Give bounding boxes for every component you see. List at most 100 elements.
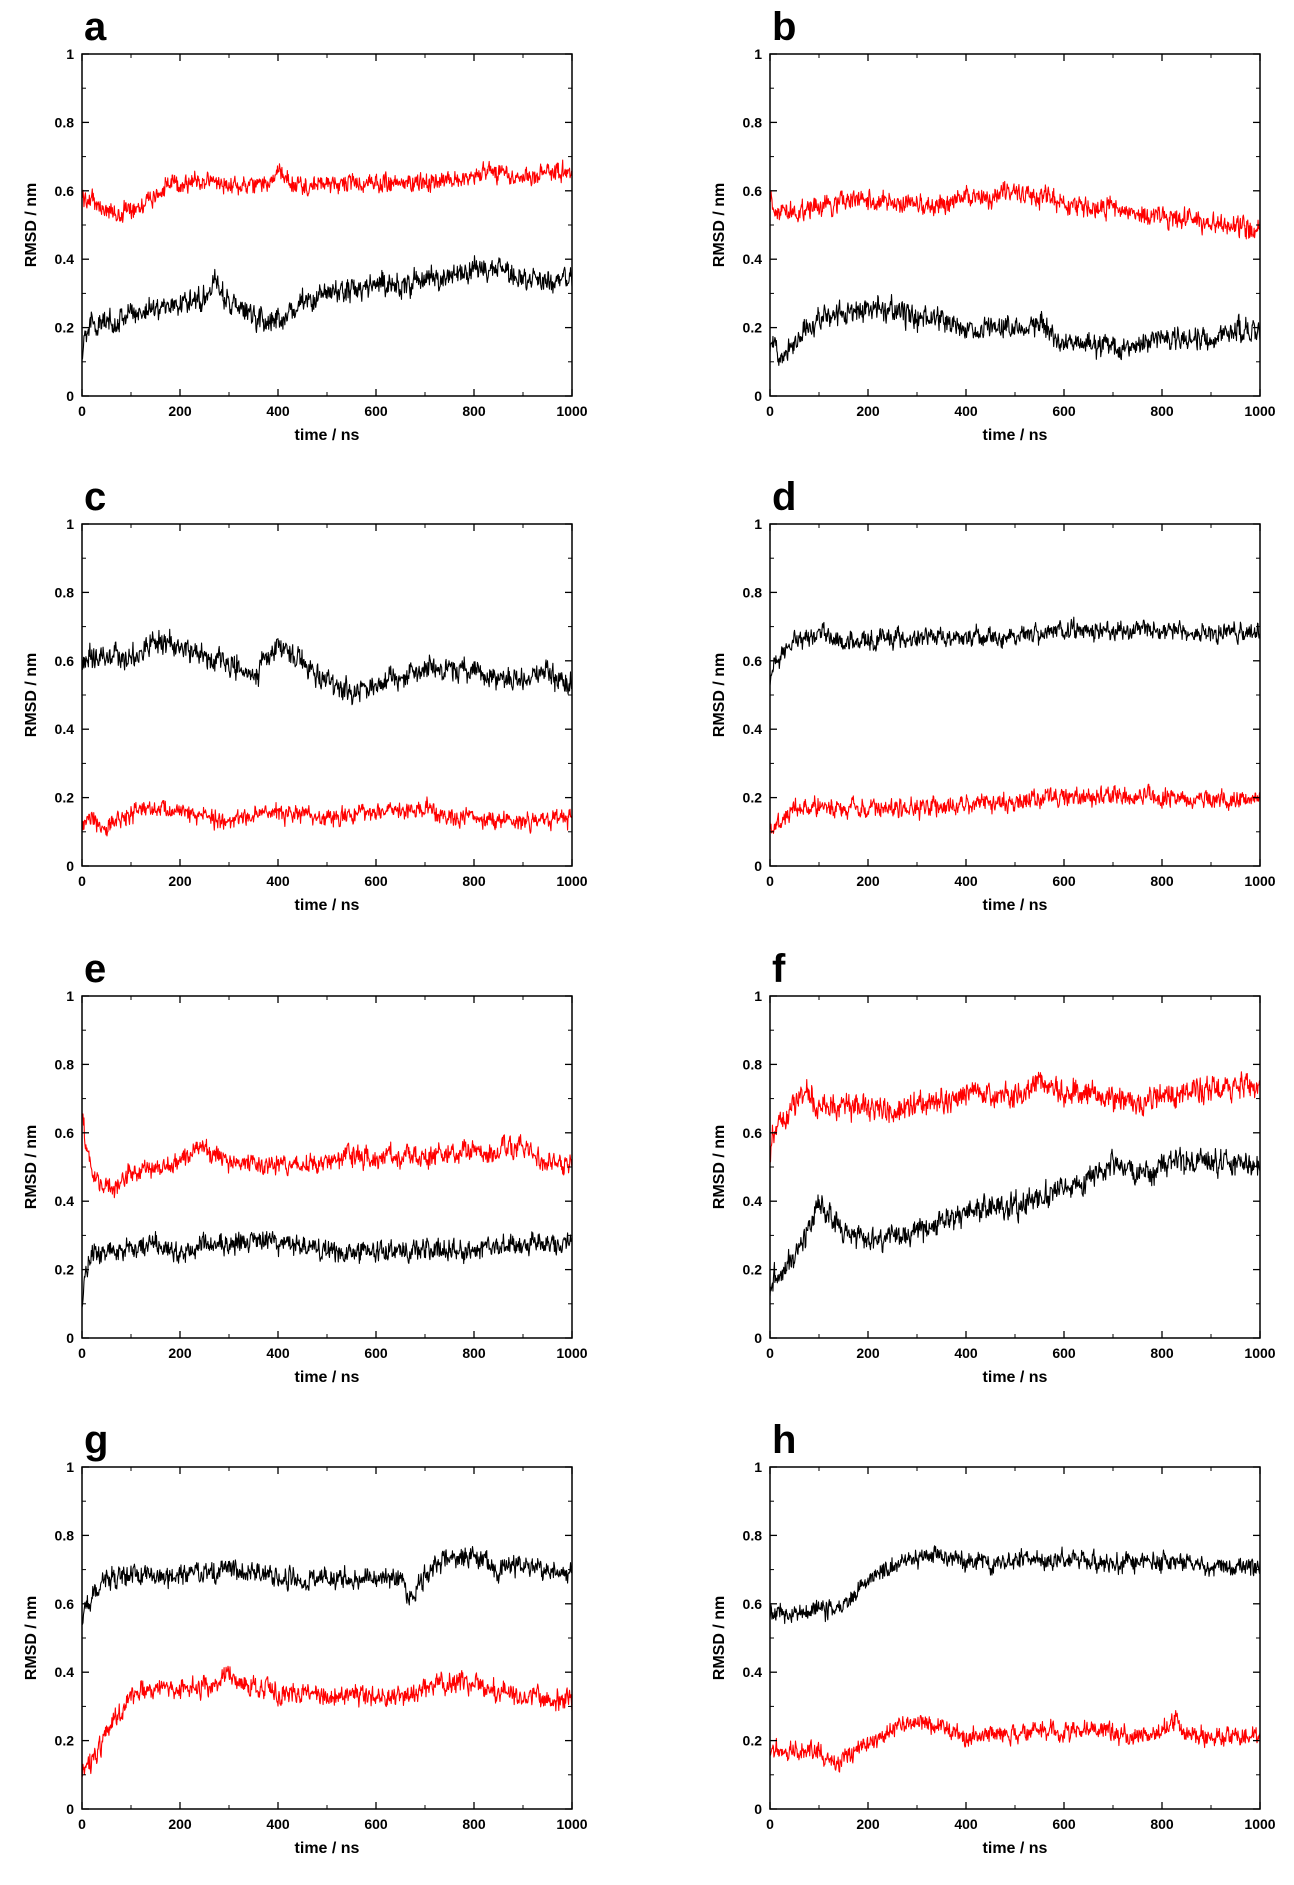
y-tick-label: 0	[66, 858, 74, 874]
panel-f: f 0 0.2 0.4 0.6 0.8 1 0 200 400 600 800 1000 time / n…	[711, 947, 1276, 1386]
x-tick-label: 200	[168, 1816, 192, 1832]
x-tick-label: 1000	[1244, 403, 1275, 419]
x-tick-label: 600	[1052, 1816, 1076, 1832]
x-tick-label: 0	[766, 1345, 774, 1361]
y-tick-label: 0.6	[743, 1125, 763, 1141]
x-tick-label: 600	[364, 403, 388, 419]
x-tick-label: 0	[766, 1816, 774, 1832]
y-tick-label: 1	[66, 516, 74, 532]
x-tick-label: 200	[856, 873, 880, 889]
x-tick-label: 600	[1052, 403, 1076, 419]
x-tick-label: 800	[462, 403, 486, 419]
y-tick-label: 0.2	[55, 1733, 75, 1749]
x-tick-label: 400	[954, 403, 978, 419]
series-red	[82, 159, 572, 223]
x-tick-label: 800	[1150, 403, 1174, 419]
y-tick-label: 0.8	[55, 1527, 75, 1543]
x-tick-label: 800	[462, 1345, 486, 1361]
series-black	[82, 255, 572, 360]
y-axis-label: RMSD / nm	[23, 1125, 40, 1209]
y-tick-label: 0	[66, 388, 74, 404]
y-tick-label: 1	[754, 1459, 762, 1475]
plot-frame	[769, 523, 1261, 867]
y-tick-label: 0.6	[55, 1125, 75, 1141]
series-red	[82, 796, 572, 837]
x-tick-label: 200	[856, 1816, 880, 1832]
y-tick-label: 0.8	[743, 1056, 763, 1072]
panel-b: b 0 0.2 0.4 0.6 0.8 1 0 200 400 600 800 1000 time / n…	[711, 5, 1276, 444]
y-tick-label: 0	[754, 858, 762, 874]
x-tick-label: 200	[856, 403, 880, 419]
panel-letter: d	[772, 475, 796, 519]
series-black	[82, 1545, 572, 1625]
x-tick-label: 1000	[1244, 1816, 1275, 1832]
y-tick-label: 0.8	[743, 114, 763, 130]
series-black	[770, 1146, 1260, 1297]
x-tick-label: 600	[364, 873, 388, 889]
x-axis-label: time / ns	[983, 897, 1048, 914]
y-tick-label: 0.4	[743, 251, 763, 267]
y-axis-label: RMSD / nm	[23, 1596, 40, 1680]
y-tick-label: 0	[754, 1330, 762, 1346]
y-tick-label: 1	[754, 516, 762, 532]
y-tick-label: 0.8	[55, 114, 75, 130]
series-black	[82, 628, 572, 706]
plot-frame	[81, 1466, 573, 1810]
x-tick-label: 1000	[556, 873, 587, 889]
y-tick-label: 0.6	[55, 1596, 75, 1612]
panel-letter: b	[772, 5, 796, 49]
y-tick-label: 0.2	[55, 790, 75, 806]
panel-c: c 0 0.2 0.4 0.6 0.8 1 0 200 400 600 800 1000 time / n…	[23, 475, 588, 914]
panel-letter: g	[84, 1418, 108, 1462]
y-tick-label: 0.8	[55, 1056, 75, 1072]
y-axis-label: RMSD / nm	[711, 1125, 728, 1209]
x-tick-label: 1000	[556, 403, 587, 419]
y-tick-label: 0	[754, 388, 762, 404]
x-tick-label: 400	[954, 1345, 978, 1361]
series-black	[770, 293, 1260, 366]
y-tick-label: 0.4	[743, 1193, 763, 1209]
y-tick-label: 0.2	[743, 1733, 763, 1749]
y-tick-label: 0.6	[743, 1596, 763, 1612]
panel-g: g 0 0.2 0.4 0.6 0.8 1 0 200 400 600 800 1000 time / n…	[23, 1418, 588, 1857]
panel-letter: f	[772, 947, 786, 991]
x-tick-label: 0	[78, 403, 86, 419]
series-red	[770, 1709, 1260, 1773]
y-tick-label: 1	[66, 46, 74, 62]
panel-letter: h	[772, 1418, 796, 1462]
x-tick-label: 0	[78, 1816, 86, 1832]
y-tick-label: 0.4	[55, 1193, 75, 1209]
panel-letter: e	[84, 947, 106, 991]
y-tick-label: 0.2	[55, 1262, 75, 1278]
y-tick-label: 0.8	[55, 584, 75, 600]
series-black	[770, 1545, 1260, 1625]
y-tick-label: 1	[754, 988, 762, 1004]
x-axis-label: time / ns	[983, 1369, 1048, 1386]
x-tick-label: 200	[856, 1345, 880, 1361]
y-tick-label: 0.6	[55, 183, 75, 199]
x-tick-label: 600	[1052, 1345, 1076, 1361]
x-tick-label: 1000	[556, 1345, 587, 1361]
y-tick-label: 0.4	[55, 251, 75, 267]
y-axis-label: RMSD / nm	[23, 653, 40, 737]
x-tick-label: 800	[1150, 873, 1174, 889]
y-tick-label: 0.4	[743, 1664, 763, 1680]
x-axis-label: time / ns	[295, 1840, 360, 1857]
y-tick-label: 0.4	[55, 1664, 75, 1680]
plot-frame	[81, 53, 573, 397]
series-red	[82, 1665, 572, 1777]
panel-d: d 0 0.2 0.4 0.6 0.8 1 0 200 400 600 800 1000 time / n…	[711, 475, 1276, 914]
x-tick-label: 400	[266, 1345, 290, 1361]
y-axis-label: RMSD / nm	[23, 183, 40, 267]
y-tick-label: 0.2	[743, 320, 763, 336]
y-tick-label: 0.8	[743, 1527, 763, 1543]
x-tick-label: 400	[266, 1816, 290, 1832]
y-tick-label: 0.6	[743, 653, 763, 669]
x-tick-label: 0	[78, 1345, 86, 1361]
y-tick-label: 0.2	[55, 320, 75, 336]
y-axis-label: RMSD / nm	[711, 653, 728, 737]
x-tick-label: 400	[954, 1816, 978, 1832]
panel-e: e 0 0.2 0.4 0.6 0.8 1 0 200 400 600 800 1000 time / n…	[23, 947, 588, 1386]
